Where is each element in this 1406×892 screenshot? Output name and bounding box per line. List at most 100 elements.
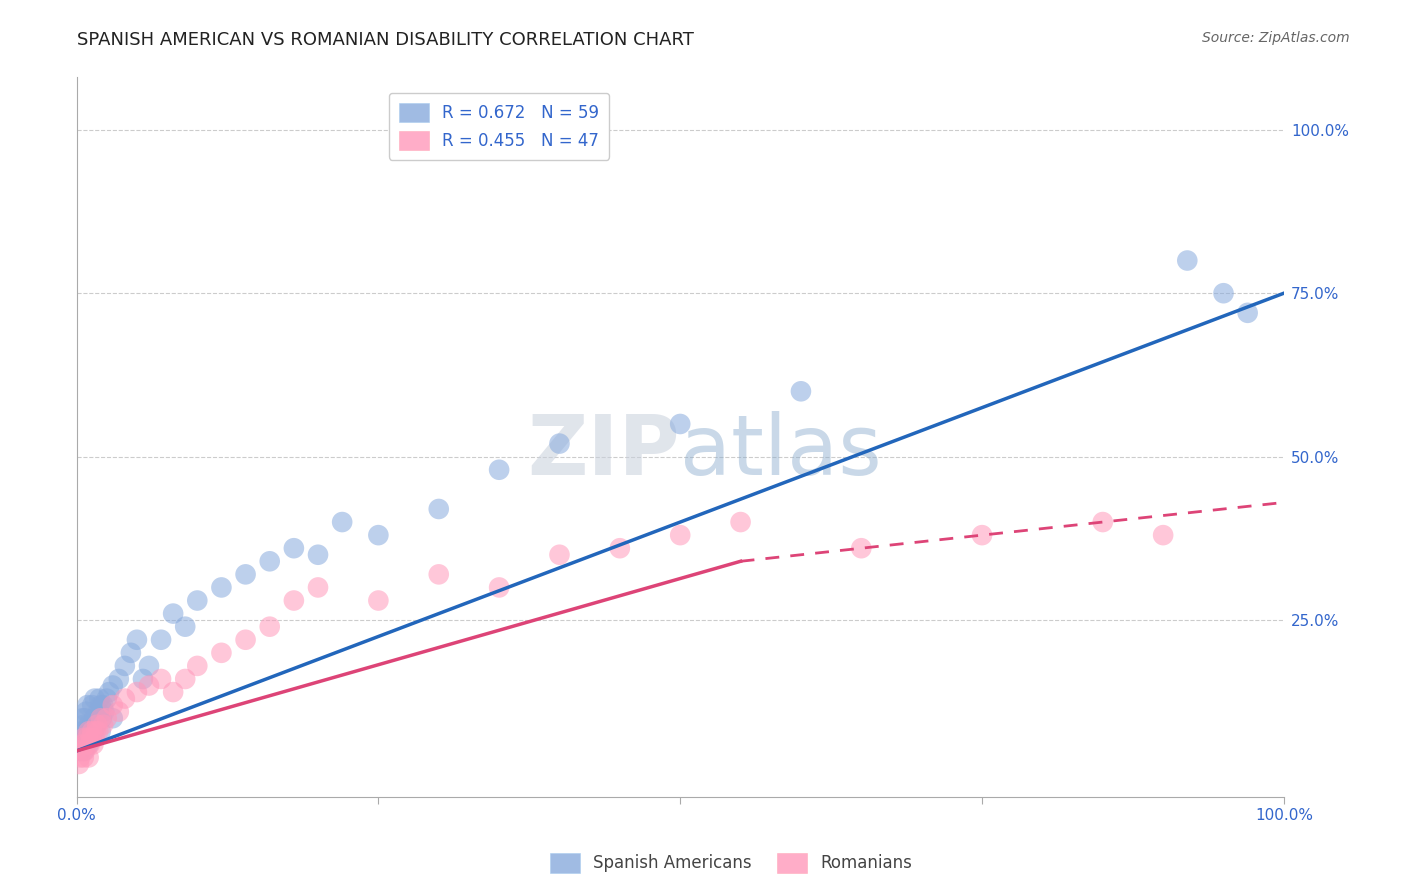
Legend: Spanish Americans, Romanians: Spanish Americans, Romanians [543,847,920,880]
Point [80,724,103,739]
Point [125,685,148,699]
Point [150,672,173,686]
Point [548,548,571,562]
Text: atlas: atlas [681,411,882,492]
Point [427,502,450,516]
Point [76,731,98,745]
Point [330,515,353,529]
Point [77,737,100,751]
Point [89,691,111,706]
Point [91,718,114,732]
Point [73,718,96,732]
Point [90,698,112,713]
Legend: R = 0.672   N = 59, R = 0.455   N = 47: R = 0.672 N = 59, R = 0.455 N = 47 [389,93,609,160]
Point [73,711,96,725]
Point [162,685,184,699]
Point [77,718,100,732]
Point [70,744,93,758]
Point [82,718,104,732]
Point [76,724,98,739]
Point [259,554,281,568]
Point [138,659,160,673]
Point [82,698,104,713]
Point [101,679,124,693]
Point [72,737,94,751]
Point [86,711,108,725]
Point [77,724,100,739]
Point [367,528,389,542]
Point [75,737,97,751]
Point [77,750,100,764]
Point [73,737,96,751]
Point [174,672,197,686]
Point [1175,253,1198,268]
Point [82,737,104,751]
Point [108,672,131,686]
Point [259,620,281,634]
Point [84,718,107,732]
Point [75,705,97,719]
Point [82,724,104,739]
Point [307,548,329,562]
Point [73,744,96,758]
Point [67,756,90,771]
Point [1152,528,1174,542]
Point [80,731,103,745]
Point [150,632,173,647]
Point [283,541,305,556]
Point [90,711,112,725]
Point [79,731,101,745]
Point [132,672,155,686]
Point [488,463,510,477]
Point [108,705,131,719]
Point [851,541,873,556]
Point [87,724,110,739]
Point [87,705,110,719]
Point [70,731,93,745]
Point [1091,515,1114,529]
Point [69,750,91,764]
Point [90,711,112,725]
Point [283,593,305,607]
Point [83,711,105,725]
Point [427,567,450,582]
Point [970,528,993,542]
Point [488,581,510,595]
Point [548,436,571,450]
Text: Source: ZipAtlas.com: Source: ZipAtlas.com [1202,31,1350,45]
Point [669,417,692,431]
Point [91,698,114,713]
Point [73,750,96,764]
Point [69,744,91,758]
Point [790,384,813,399]
Point [114,691,136,706]
Point [98,685,121,699]
Point [730,515,752,529]
Point [138,679,160,693]
Point [82,724,104,739]
Point [79,737,101,751]
Point [72,724,94,739]
Point [73,731,96,745]
Point [1236,306,1258,320]
Point [162,607,184,621]
Point [120,646,142,660]
Point [83,731,105,745]
Point [125,632,148,647]
Point [84,724,107,739]
Point [72,711,94,725]
Point [86,718,108,732]
Text: SPANISH AMERICAN VS ROMANIAN DISABILITY CORRELATION CHART: SPANISH AMERICAN VS ROMANIAN DISABILITY … [77,31,695,49]
Point [186,593,208,607]
Point [669,528,692,542]
Point [235,567,257,582]
Point [96,711,118,725]
Point [1212,286,1234,301]
Point [73,744,96,758]
Point [209,646,232,660]
Point [186,659,208,673]
Point [75,731,97,745]
Point [93,705,115,719]
Point [307,581,329,595]
Point [76,698,98,713]
